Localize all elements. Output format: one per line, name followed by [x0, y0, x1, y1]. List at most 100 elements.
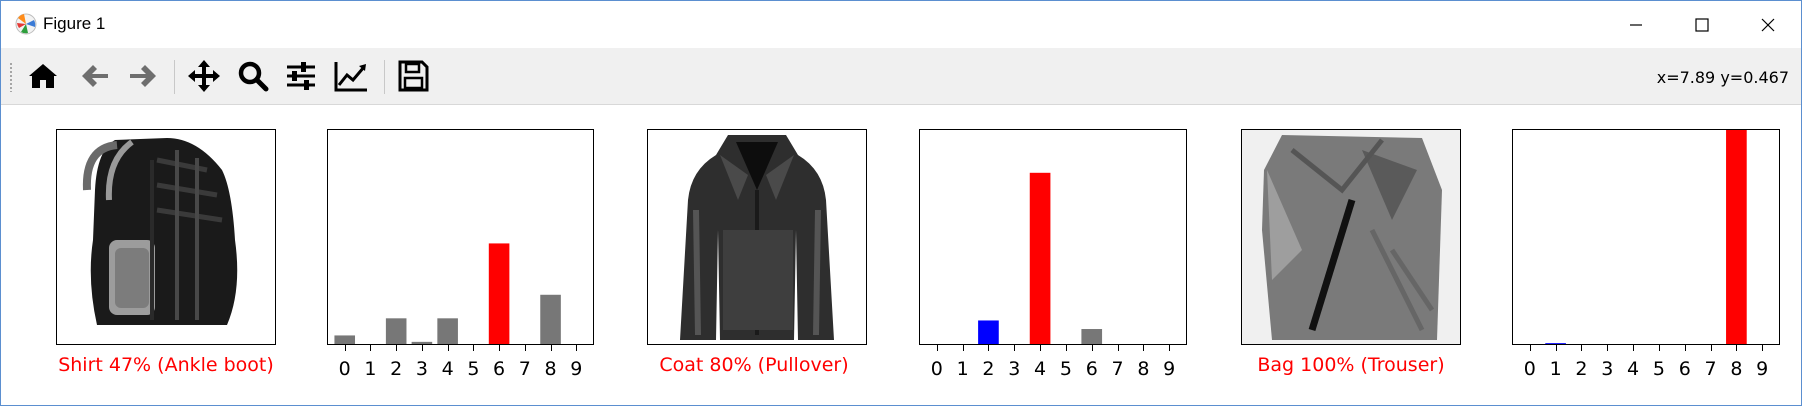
forward-button[interactable] [123, 56, 163, 96]
x-tick-mark [396, 345, 398, 351]
x-tick-label: 6 [493, 358, 506, 380]
image-axes-1 [56, 129, 276, 345]
zoom-button[interactable] [233, 56, 273, 96]
x-tick-label: 1 [364, 358, 377, 380]
floppy-icon [398, 60, 429, 92]
figure-canvas[interactable]: Shirt 47% (Ankle boot) Coat 80% (Pullove… [1, 105, 1801, 405]
x-tick-label: 0 [338, 358, 351, 380]
x-tick-label: 6 [1085, 358, 1098, 380]
toolbar-separator [384, 60, 385, 94]
x-tick-label: 2 [982, 358, 995, 380]
x-tick-mark [499, 345, 501, 351]
maximize-button[interactable] [1669, 1, 1735, 48]
x-tick-label: 0 [1523, 358, 1536, 380]
x-tick-label: 1 [1549, 358, 1562, 380]
backpack-image [82, 138, 238, 325]
bar-8 [1726, 130, 1747, 344]
x-tick-mark [1065, 345, 1067, 351]
x-tick-mark [936, 345, 938, 351]
close-button[interactable] [1735, 1, 1801, 48]
x-tick-label: 7 [518, 358, 531, 380]
prediction-label-3: Bag 100% (Trouser) [1257, 354, 1445, 376]
shirt-image [1242, 130, 1460, 344]
bar-6 [488, 243, 510, 344]
save-button[interactable] [393, 56, 433, 96]
image-axes-2 [647, 129, 867, 345]
bar-4 [437, 318, 458, 344]
toolbar-grip[interactable] [9, 62, 13, 92]
x-tick-label: 4 [441, 358, 454, 380]
configure-subplots-button[interactable] [281, 56, 321, 96]
x-tick-label: 3 [415, 358, 428, 380]
x-tick-mark [1040, 345, 1042, 351]
x-tick-mark [1117, 345, 1119, 351]
prediction-label-1: Shirt 47% (Ankle boot) [58, 354, 274, 376]
maximize-icon [1695, 17, 1709, 32]
bar-chart-2 [978, 172, 1103, 344]
back-button[interactable] [75, 56, 115, 96]
bar-6 [1081, 329, 1103, 344]
x-tick-mark [1143, 345, 1145, 351]
bar-3 [411, 341, 433, 344]
cursor-coordinates: x=7.89 y=0.467 [1656, 68, 1789, 87]
x-tick-mark [576, 345, 578, 351]
bar-axes-2 [919, 129, 1187, 345]
x-tick-mark [370, 345, 372, 351]
x-tick-mark [524, 345, 526, 351]
bar-2 [385, 318, 407, 344]
bar-axes-1 [327, 129, 594, 345]
toolbar-separator [174, 60, 175, 94]
x-tick-mark [1581, 345, 1583, 351]
prediction-label-2: Coat 80% (Pullover) [659, 354, 849, 376]
navigation-toolbar: x=7.89 y=0.467 [1, 48, 1801, 105]
x-tick-label: 8 [1730, 358, 1743, 380]
home-button[interactable] [23, 56, 63, 96]
minimize-button[interactable] [1603, 1, 1669, 48]
x-tick-mark [421, 345, 423, 351]
x-tick-mark [1091, 345, 1093, 351]
x-tick-label: 3 [1601, 358, 1614, 380]
x-tick-label: 7 [1704, 358, 1717, 380]
x-tick-label: 5 [467, 358, 480, 380]
x-tick-label: 1 [956, 358, 969, 380]
x-tick-label: 5 [1059, 358, 1072, 380]
bar-8 [540, 294, 561, 344]
x-tick-label: 8 [544, 358, 557, 380]
bar-axes-3 [1512, 129, 1780, 345]
bar-1 [1545, 343, 1566, 344]
x-tick-label: 6 [1678, 358, 1691, 380]
minimize-icon [1630, 23, 1642, 26]
x-tick-mark [344, 345, 346, 351]
x-tick-label: 8 [1137, 358, 1150, 380]
edit-axis-button[interactable] [331, 56, 371, 96]
x-tick-mark [1169, 345, 1171, 351]
x-tick-mark [1710, 345, 1712, 351]
x-tick-label: 7 [1111, 358, 1124, 380]
image-axes-3 [1241, 129, 1461, 345]
x-tick-mark [1736, 345, 1738, 351]
home-icon [29, 64, 57, 88]
matplotlib-logo-icon [15, 13, 37, 35]
line-chart-icon [334, 62, 367, 92]
x-tick-label: 2 [390, 358, 403, 380]
sliders-icon [287, 62, 315, 90]
x-tick-mark [1607, 345, 1609, 351]
coat-image [680, 135, 834, 340]
x-tick-label: 3 [1008, 358, 1021, 380]
title-bar: Figure 1 [1, 1, 1801, 48]
bar-2 [978, 320, 999, 344]
x-tick-label: 0 [930, 358, 943, 380]
x-tick-mark [1555, 345, 1557, 351]
pan-button[interactable] [184, 56, 224, 96]
x-tick-label: 5 [1652, 358, 1665, 380]
x-tick-label: 9 [570, 358, 583, 380]
x-tick-mark [1684, 345, 1686, 351]
x-tick-mark [962, 345, 964, 351]
x-tick-mark [1658, 345, 1660, 351]
window-title: Figure 1 [43, 14, 106, 33]
x-tick-label: 9 [1163, 358, 1176, 380]
x-tick-mark [1762, 345, 1764, 351]
x-tick-label: 2 [1575, 358, 1588, 380]
x-tick-mark [550, 345, 552, 351]
